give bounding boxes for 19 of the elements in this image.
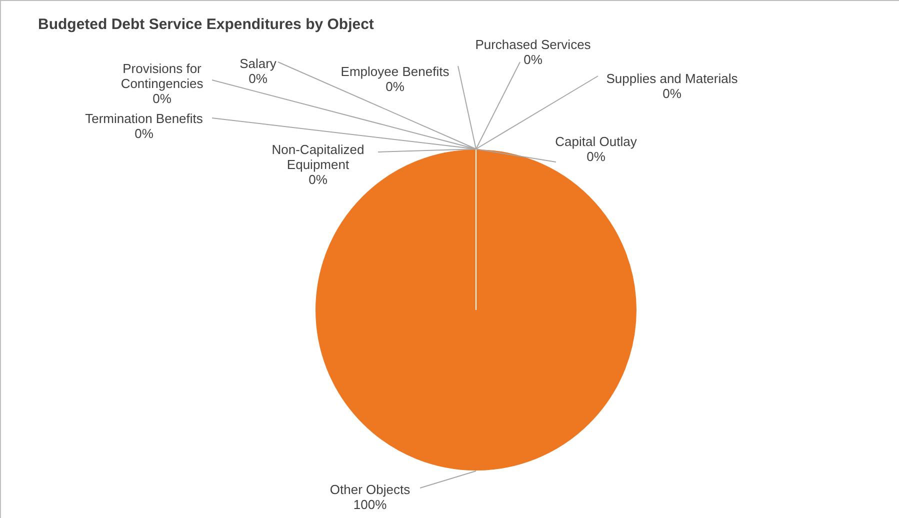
text: 0% — [308, 172, 328, 187]
text: 0% — [134, 126, 154, 141]
category-label: Employee Benefits — [340, 64, 450, 79]
text: 0% — [386, 79, 404, 94]
category-label: Termination Benefits — [85, 111, 203, 126]
slice-label: Other Objects — [330, 482, 411, 497]
category-label: Supplies and Materials — [606, 71, 738, 86]
category-label: Non-Capitalized Equipment — [272, 142, 364, 172]
text: 0% — [586, 149, 606, 164]
category-label: Purchased Services — [475, 37, 591, 52]
text: 0% — [524, 52, 542, 67]
data-label: 100% — [353, 497, 388, 512]
category-label: Salary — [240, 56, 276, 71]
text: 0% — [248, 71, 268, 86]
category-label: Provisions for Contingencies — [120, 61, 204, 91]
text: 0% — [662, 86, 682, 101]
category-label: Capital Outlay — [555, 134, 637, 149]
chart-title: Budgeted Debt Service Expenditures by Object — [38, 16, 374, 33]
text: 0% — [152, 91, 172, 106]
